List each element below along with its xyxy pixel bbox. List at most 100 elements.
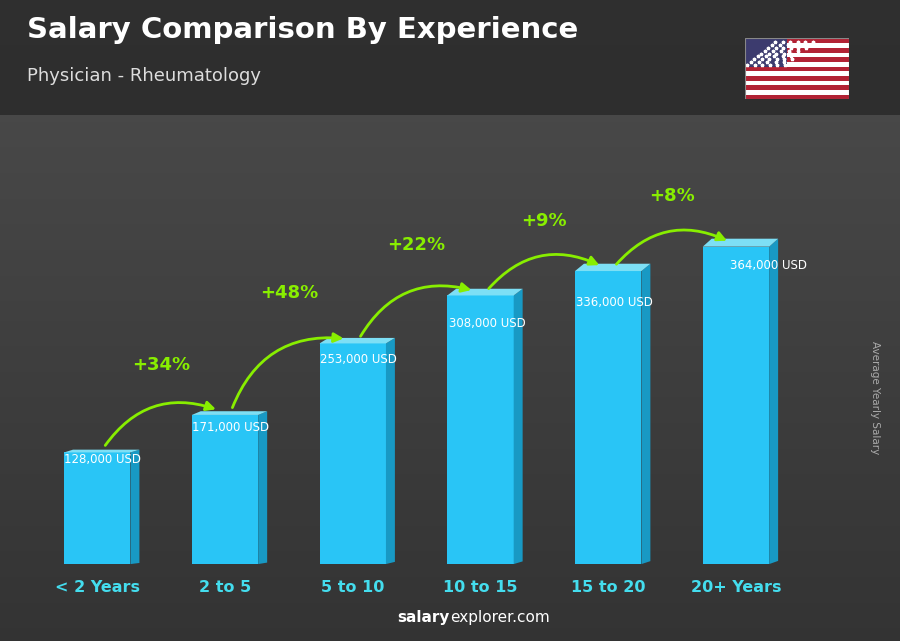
Bar (0, 481, 900, 487)
Bar (0, 353, 900, 359)
Bar (0, 474, 900, 481)
Bar (0, 51, 900, 58)
Bar (0, 26, 900, 32)
Bar (0, 6, 900, 13)
Bar (0, 160, 900, 167)
Bar (0, 397, 900, 404)
Bar (0, 115, 900, 122)
Bar (0, 308, 900, 314)
Bar (0, 429, 900, 436)
Bar (0, 615, 900, 622)
Bar (0, 333, 900, 340)
Bar (0, 570, 900, 577)
Bar (64, 453, 130, 564)
Polygon shape (514, 288, 523, 564)
Bar (0, 103, 900, 109)
Polygon shape (447, 288, 523, 296)
Bar (745, 81, 849, 85)
Polygon shape (770, 238, 778, 564)
Bar (0, 288, 900, 295)
Bar (0, 237, 900, 244)
Bar (745, 67, 849, 71)
Text: Salary Comparison By Experience: Salary Comparison By Experience (27, 16, 578, 44)
Bar (703, 247, 770, 564)
Bar (0, 577, 900, 583)
Bar (0, 506, 900, 513)
Bar (0, 314, 900, 320)
Bar (745, 76, 849, 81)
Bar (0, 500, 900, 506)
Text: +34%: +34% (132, 356, 190, 374)
Bar (0, 250, 900, 256)
Bar (0, 276, 900, 282)
Bar (0, 487, 900, 494)
Polygon shape (320, 338, 395, 344)
Bar (0, 462, 900, 468)
Bar (447, 296, 514, 564)
Bar (192, 415, 258, 564)
Bar (0, 378, 900, 385)
Bar (0, 231, 900, 237)
Text: 364,000 USD: 364,000 USD (730, 259, 806, 272)
Bar (0, 218, 900, 224)
Polygon shape (130, 449, 140, 564)
Bar (0, 519, 900, 526)
Bar (0, 442, 900, 449)
Bar (320, 344, 386, 564)
Bar (0, 340, 900, 346)
Bar (745, 95, 849, 99)
Bar (0, 628, 900, 635)
Text: +9%: +9% (521, 212, 567, 229)
Polygon shape (575, 263, 651, 271)
Bar (0, 603, 900, 609)
Bar (0, 13, 900, 19)
Bar (0, 186, 900, 192)
Bar (0, 545, 900, 551)
Bar (0, 468, 900, 474)
Bar (0, 365, 900, 372)
Bar (745, 57, 849, 62)
Bar (0, 256, 900, 263)
Polygon shape (703, 238, 778, 247)
Bar (745, 53, 849, 57)
Bar (745, 43, 849, 48)
Bar (0, 410, 900, 417)
Text: +48%: +48% (260, 284, 318, 302)
Bar (745, 85, 849, 90)
Text: salary: salary (398, 610, 450, 625)
Bar (0, 173, 900, 179)
Bar (0, 359, 900, 365)
Bar (0, 282, 900, 288)
Bar (0, 622, 900, 628)
Bar (0, 244, 900, 250)
Bar (0, 128, 900, 135)
Bar (0, 596, 900, 603)
Bar (0, 58, 900, 64)
Bar (0, 96, 900, 103)
Bar (0, 526, 900, 532)
Text: Physician - Rheumatology: Physician - Rheumatology (27, 67, 261, 85)
Bar (0, 295, 900, 301)
Text: +22%: +22% (388, 236, 446, 254)
Bar (0, 179, 900, 186)
Bar (0, 269, 900, 276)
Bar (0, 224, 900, 231)
Bar (0, 513, 900, 519)
Bar (745, 90, 849, 95)
Polygon shape (192, 412, 267, 415)
Bar (0, 455, 900, 462)
Text: Average Yearly Salary: Average Yearly Salary (869, 341, 880, 454)
Text: 171,000 USD: 171,000 USD (192, 421, 269, 435)
Bar (0, 404, 900, 410)
Bar (0, 38, 900, 45)
Bar (0, 154, 900, 160)
Bar (0, 263, 900, 269)
Bar (0, 32, 900, 38)
Bar (0, 538, 900, 545)
Bar (0, 590, 900, 596)
Bar (0, 320, 900, 327)
Bar (0, 372, 900, 378)
Bar (0, 385, 900, 391)
Bar (745, 62, 849, 67)
Bar (0, 583, 900, 590)
